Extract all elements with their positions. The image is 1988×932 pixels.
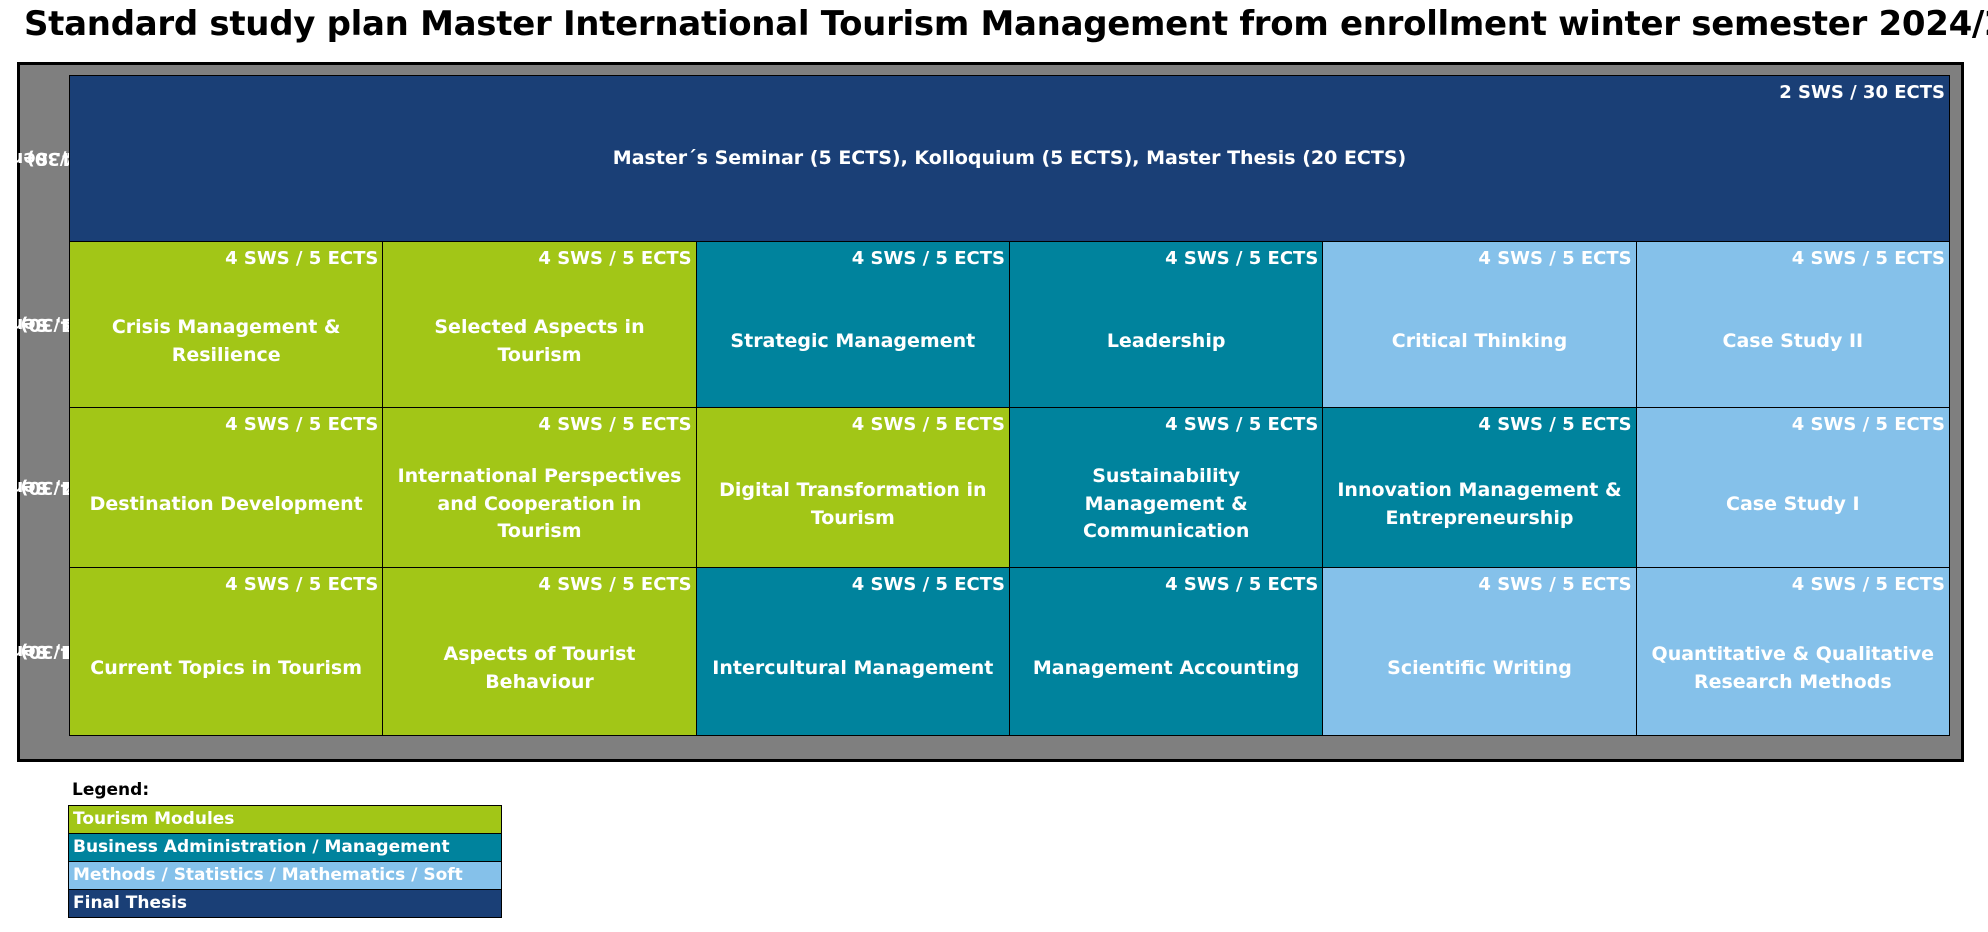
module-ects: 4 SWS / 5 ECTS — [1165, 414, 1319, 435]
legend-item-tourism: Tourism Modules — [69, 806, 501, 834]
module-cell: 4 SWS / 5 ECTS Case Study I — [1636, 408, 1950, 567]
module-name: Destination Development — [89, 492, 363, 515]
study-plan-frame: 4. Sem. (2/30) 3. Sem. (24/30) 2. Sem. (24/… — [0, 62, 1964, 762]
semester-label-3: 3. Sem. (24/30) — [0, 241, 93, 407]
module-name: Strategic Management — [730, 329, 976, 352]
module-name: Case Study II — [1722, 329, 1864, 352]
module-name: Selected Aspects in Tourism — [434, 315, 645, 366]
module-ects: 2 SWS / 30 ECTS — [1779, 82, 1945, 103]
module-cell: 4 SWS / 5 ECTS Current Topics in Tourism — [70, 568, 384, 735]
module-name: Digital Transformation in Tourism — [719, 478, 987, 529]
module-name: International Perspectives and Cooperati… — [397, 465, 682, 543]
module-cell: 4 SWS / 5 ECTS Innovation Management & En… — [1323, 408, 1637, 567]
module-cell: 4 SWS / 5 ECTS Management Accounting — [1009, 568, 1324, 735]
module-ects: 4 SWS / 5 ECTS — [538, 414, 692, 435]
module-cell: 4 SWS / 5 ECTS Selected Aspects in Touris… — [383, 242, 697, 407]
module-ects: 4 SWS / 5 ECTS — [225, 574, 379, 595]
module-ects: 4 SWS / 5 ECTS — [851, 414, 1005, 435]
module-ects: 4 SWS / 5 ECTS — [851, 574, 1005, 595]
module-ects: 4 SWS / 5 ECTS — [1165, 248, 1319, 269]
module-name: Management Accounting — [1032, 656, 1300, 679]
module-ects: 4 SWS / 5 ECTS — [1791, 574, 1945, 595]
module-ects: 4 SWS / 5 ECTS — [1478, 248, 1632, 269]
module-cell: 4 SWS / 5 ECTS Intercultural Management — [696, 568, 1010, 735]
module-ects: 4 SWS / 5 ECTS — [538, 574, 692, 595]
semester-label-4: 4. Sem. (2/30) — [0, 75, 87, 241]
module-ects: 4 SWS / 5 ECTS — [1791, 248, 1945, 269]
module-ects: 4 SWS / 5 ECTS — [1478, 414, 1632, 435]
module-cell: 4 SWS / 5 ECTS Aspects of Tourist Behavio… — [383, 568, 697, 735]
module-name: Master´s Seminar (5 ECTS), Kolloquium (5… — [612, 146, 1407, 169]
module-name: Intercultural Management — [712, 656, 994, 679]
module-ects: 4 SWS / 5 ECTS — [225, 414, 379, 435]
module-cell: 4 SWS / 5 ECTS International Perspectives… — [383, 408, 697, 567]
module-cell: 4 SWS / 5 ECTS Critical Thinking — [1323, 242, 1637, 407]
legend-item-thesis: Final Thesis — [69, 890, 501, 918]
module-name: Leadership — [1106, 329, 1226, 352]
module-cell: 4 SWS / 5 ECTS Strategic Management — [696, 242, 1010, 407]
module-ects: 4 SWS / 5 ECTS — [851, 248, 1005, 269]
semester-row-2: 4 SWS / 5 ECTS Destination Development 4 … — [70, 408, 1950, 568]
semester-row-4: 2 SWS / 30 ECTS Master´s Seminar (5 ECTS… — [70, 76, 1950, 242]
module-cell: 4 SWS / 5 ECTS Destination Development — [70, 408, 384, 567]
module-name: Aspects of Tourist Behaviour — [443, 642, 636, 693]
module-name: Sustainability Management & Communicatio… — [1082, 465, 1250, 543]
module-name: Crisis Management & Resilience — [111, 315, 341, 366]
module-cell: 4 SWS / 5 ECTS Quantitative & Qualitative… — [1636, 568, 1950, 735]
module-name: Critical Thinking — [1391, 329, 1568, 352]
module-cell: 4 SWS / 5 ECTS Scientific Writing — [1323, 568, 1637, 735]
module-ects: 4 SWS / 5 ECTS — [538, 248, 692, 269]
module-name: Current Topics in Tourism — [90, 656, 363, 679]
semester-row-3: 4 SWS / 5 ECTS Crisis Management & Resili… — [70, 242, 1950, 408]
module-name: Case Study I — [1726, 492, 1860, 515]
semester-label-2: 2. Sem. (24/30) — [0, 407, 93, 567]
module-cell: 4 SWS / 5 ECTS Leadership — [1009, 242, 1324, 407]
page-title: Standard study plan Master International… — [24, 4, 1988, 44]
legend-item-business: Business Administration / Management — [69, 834, 501, 862]
module-cell: 4 SWS / 5 ECTS Crisis Management & Resili… — [70, 242, 384, 407]
legend-title: Legend: — [72, 780, 150, 800]
study-plan-grid: 2 SWS / 30 ECTS Master´s Seminar (5 ECTS… — [69, 75, 1950, 736]
module-ects: 4 SWS / 5 ECTS — [1165, 574, 1319, 595]
legend: Tourism Modules Business Administration … — [68, 805, 502, 918]
module-name: Quantitative & Qualitative Research Meth… — [1651, 642, 1935, 693]
legend-item-methods: Methods / Statistics / Mathematics / Sof… — [69, 862, 501, 890]
module-name: Scientific Writing — [1387, 656, 1572, 679]
module-ects: 4 SWS / 5 ECTS — [1478, 574, 1632, 595]
module-cell: 4 SWS / 5 ECTS Case Study II — [1636, 242, 1950, 407]
module-cell: 4 SWS / 5 ECTS Digital Transformation in … — [696, 408, 1010, 567]
module-cell-thesis: 2 SWS / 30 ECTS Master´s Seminar (5 ECTS… — [70, 76, 1950, 241]
semester-row-1: 4 SWS / 5 ECTS Current Topics in Tourism … — [70, 568, 1950, 736]
semester-label-1: 1. Sem. (24/30) — [0, 567, 93, 735]
module-ects: 4 SWS / 5 ECTS — [1791, 414, 1945, 435]
module-ects: 4 SWS / 5 ECTS — [225, 248, 379, 269]
module-name: Innovation Management & Entrepreneurship — [1337, 478, 1622, 529]
module-cell: 4 SWS / 5 ECTS Sustainability Management … — [1009, 408, 1324, 567]
